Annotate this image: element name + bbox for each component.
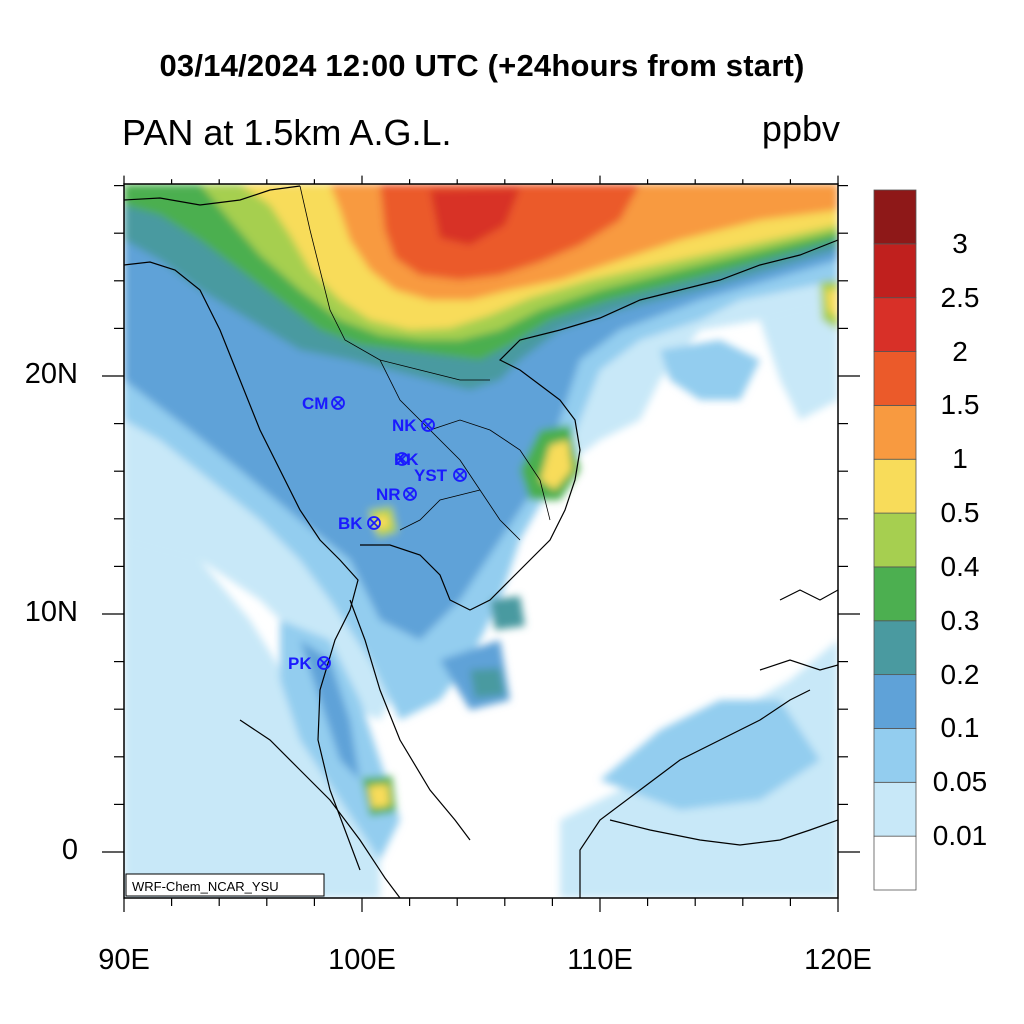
lon-label-90e: 90E	[98, 944, 150, 976]
colorbar-swatch	[873, 781, 917, 837]
station-cross	[369, 518, 379, 528]
colorbar-tick-label: 0.05	[932, 766, 988, 798]
station-label: CM	[302, 394, 328, 413]
colorbar-tick-label: 0.3	[940, 604, 980, 636]
colorbar-swatch	[873, 566, 917, 622]
station-label: YST	[414, 466, 448, 485]
map-title: 03/14/2024 12:00 UTC (+24hours from star…	[159, 48, 805, 83]
colorbar-tick-label: 3	[952, 227, 968, 259]
station-cross	[397, 454, 407, 464]
colorbar-tick-label: 0.2	[940, 658, 980, 690]
colorbar-tick-label: 1.5	[940, 389, 980, 421]
station-marker-icon	[367, 516, 381, 530]
credit-box	[125, 873, 325, 897]
colorbar-swatch	[873, 728, 917, 783]
colorbar-tick-label: 2.5	[940, 281, 980, 313]
lat-label-10n: 10N	[24, 596, 78, 628]
country-borders	[299, 185, 551, 541]
station-label: PK	[288, 654, 312, 673]
lon-label-100e: 100E	[328, 944, 396, 976]
colorbar-swatch	[873, 458, 917, 514]
station-nk: NK	[392, 416, 435, 435]
units-label: ppbv	[761, 108, 840, 149]
axis-ticks	[102, 175, 860, 912]
coastlines	[124, 185, 838, 898]
colorbar-swatch	[873, 351, 917, 406]
colorbar-tick-label: 0.4	[940, 550, 980, 582]
colorbar-swatch	[873, 512, 917, 568]
station-marker-icon	[331, 396, 345, 410]
colorbar-swatch	[873, 835, 917, 891]
station-marker-icon	[421, 418, 435, 432]
station-pk: PK	[288, 654, 331, 673]
station-label: KK	[394, 450, 419, 469]
pan-concentration-field	[124, 184, 838, 898]
station-cross	[405, 489, 415, 499]
colorbar-tick-label: 1	[952, 443, 968, 475]
station-kk: KK	[394, 450, 419, 469]
station-cross	[333, 398, 343, 408]
colorbar-swatch	[873, 189, 917, 245]
colorbar-swatch	[873, 243, 917, 299]
station-nr: NR	[376, 485, 417, 504]
colorbar-tick-label: 0.1	[940, 712, 980, 744]
station-marker-icon	[317, 656, 331, 670]
colorbar-swatch	[873, 297, 917, 352]
colorbar-swatch	[873, 674, 917, 729]
lat-label-0: 0	[61, 834, 78, 866]
colorbar-swatch	[873, 404, 917, 460]
credit-text: WRF-Chem_NCAR_YSU	[132, 879, 279, 894]
station-cm: CM	[302, 394, 345, 413]
station-cross	[319, 658, 329, 668]
lon-label-120e: 120E	[804, 944, 872, 976]
colorbar-swatch	[873, 620, 917, 676]
station-bk: BK	[338, 514, 381, 533]
station-marker-icon	[403, 487, 417, 501]
colorbar-tick-label: 0.01	[932, 820, 988, 852]
station-marker-icon	[453, 468, 467, 482]
lat-label-20n: 20N	[24, 358, 78, 390]
station-label: BK	[338, 514, 363, 533]
lon-label-110e: 110E	[567, 944, 633, 976]
station-cross	[423, 420, 433, 430]
variable-subtitle: PAN at 1.5km A.G.L.	[122, 112, 452, 153]
map-frame	[123, 183, 839, 899]
colorbar-tick-label: 2	[952, 335, 968, 367]
station-label: NR	[376, 485, 401, 504]
colorbar-tick-label: 0.5	[940, 497, 980, 529]
colorbar	[873, 189, 917, 891]
station-marker-icon	[395, 452, 409, 466]
station-label: NK	[392, 416, 417, 435]
station-cross	[455, 470, 465, 480]
station-yst: YST	[414, 466, 467, 485]
